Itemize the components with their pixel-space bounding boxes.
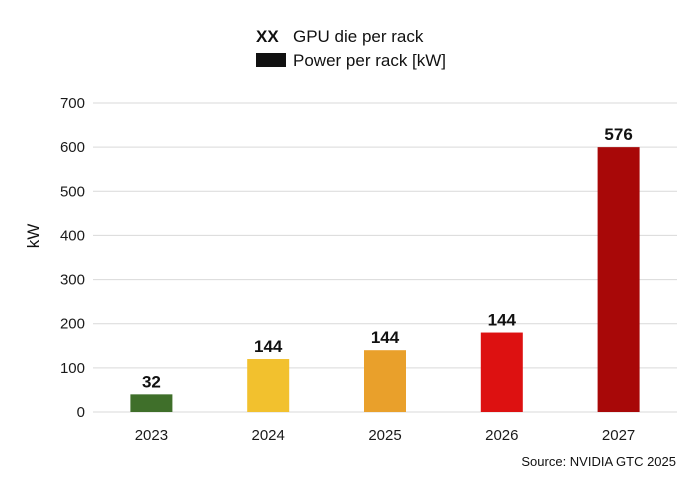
bar-2027 xyxy=(597,147,640,412)
legend-label-power: Power per rack [kW] xyxy=(293,51,446,70)
y-tick-label-400: 400 xyxy=(60,227,85,244)
y-tick-label-100: 100 xyxy=(60,360,85,377)
x-tick-label-2024: 2024 xyxy=(252,427,285,444)
data-label-2025: 144 xyxy=(371,328,400,347)
bar-2024 xyxy=(247,359,290,412)
y-tick-label-200: 200 xyxy=(60,316,85,333)
data-label-2026: 144 xyxy=(488,311,517,330)
gridlines xyxy=(93,102,677,413)
bar-2026 xyxy=(480,332,523,412)
y-axis-ticks: 0 100 200 300 400 500 600 700 xyxy=(60,95,85,421)
data-label-2024: 144 xyxy=(254,337,283,356)
x-tick-label-2023: 2023 xyxy=(135,427,168,444)
y-axis-title: kW xyxy=(24,224,43,249)
source-note: Source: NVIDIA GTC 2025 xyxy=(521,454,676,469)
x-tick-label-2025: 2025 xyxy=(368,427,401,444)
y-tick-label-700: 700 xyxy=(60,95,85,112)
y-tick-label-500: 500 xyxy=(60,183,85,200)
legend: XX GPU die per rack Power per rack [kW] xyxy=(256,27,446,70)
legend-label-gpu-die: GPU die per rack xyxy=(293,27,424,46)
y-tick-label-600: 600 xyxy=(60,139,85,156)
x-tick-label-2027: 2027 xyxy=(602,427,635,444)
x-tick-label-2026: 2026 xyxy=(485,427,518,444)
y-tick-label-300: 300 xyxy=(60,272,85,289)
bar-2023 xyxy=(130,394,173,412)
x-axis-ticks: 2023 2024 2025 2026 2027 xyxy=(135,427,636,444)
data-labels: 32 144 144 144 576 xyxy=(142,125,633,391)
legend-key-gpu-die: XX xyxy=(256,27,279,46)
bar-2025 xyxy=(364,350,406,412)
bars xyxy=(130,147,640,412)
data-label-2027: 576 xyxy=(604,125,632,144)
y-tick-label-0: 0 xyxy=(77,404,85,421)
data-label-2023: 32 xyxy=(142,372,161,391)
legend-swatch-power xyxy=(256,53,286,67)
